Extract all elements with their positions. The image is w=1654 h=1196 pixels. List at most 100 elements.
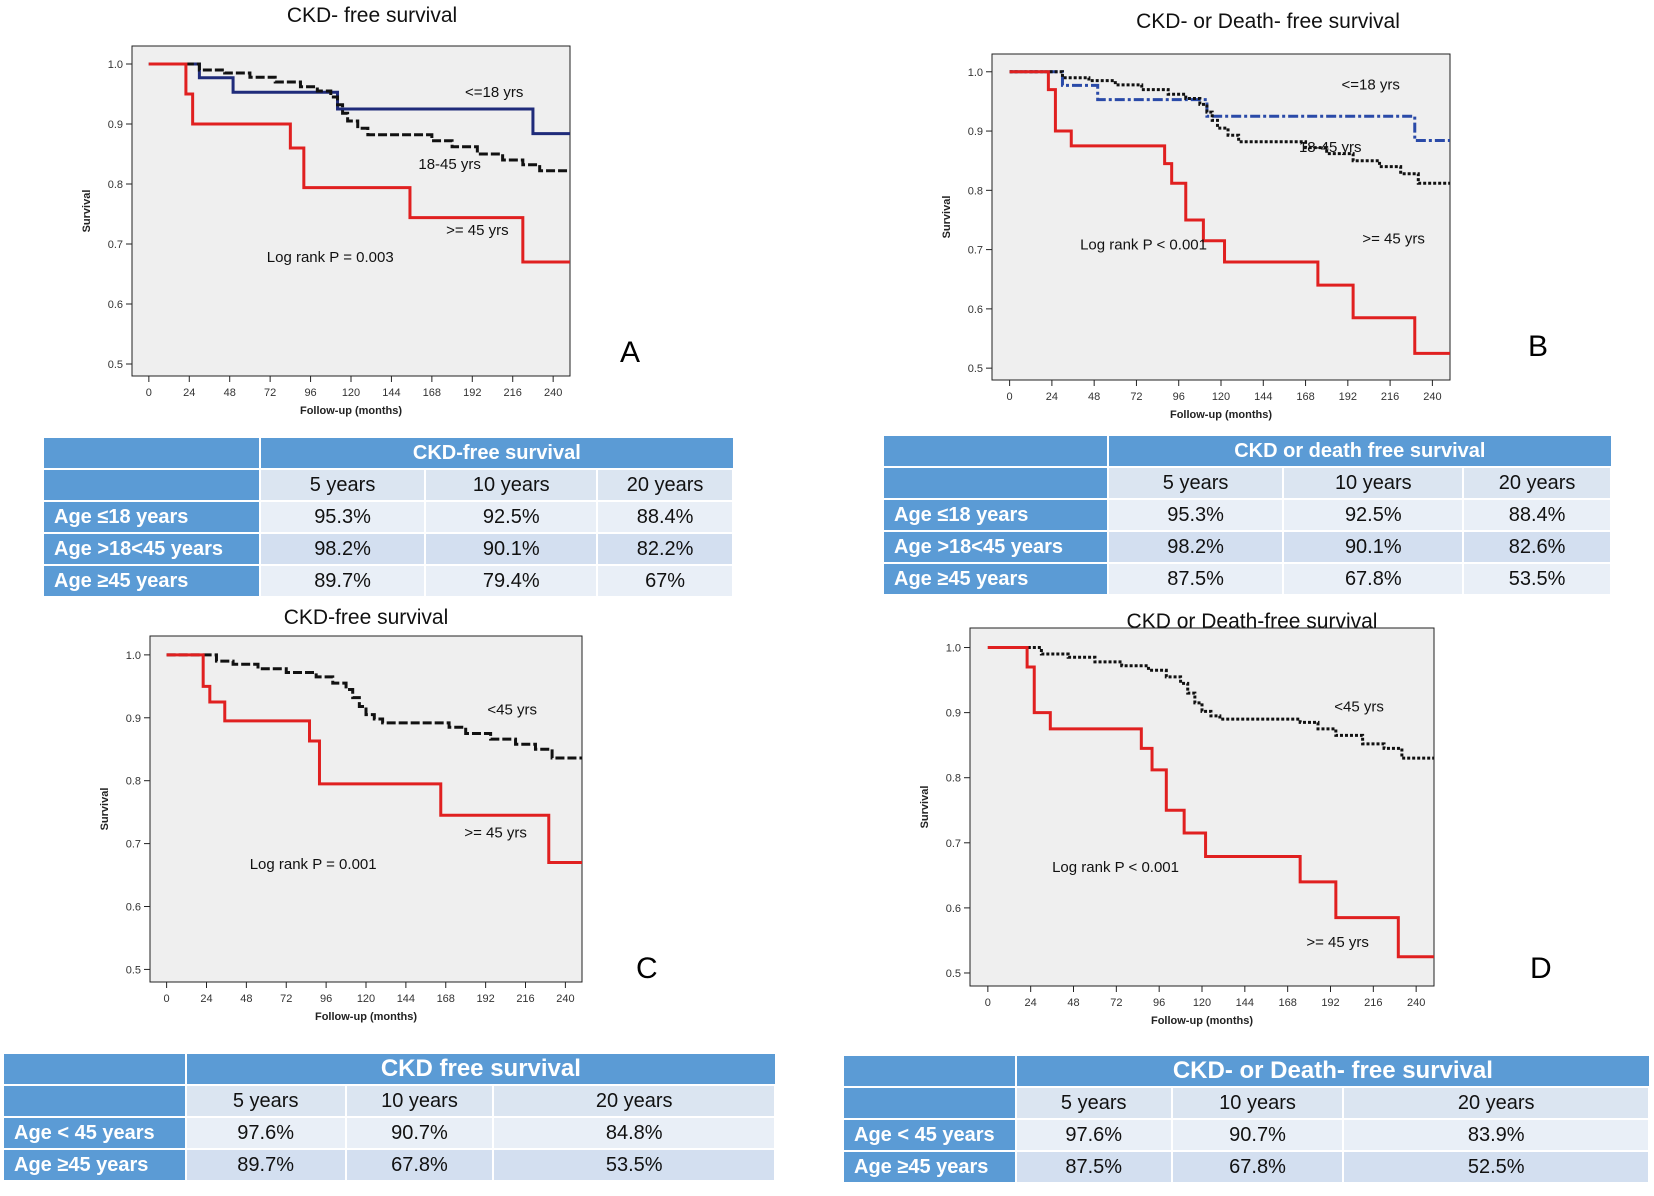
x-tick-label: 0 (164, 993, 170, 1005)
y-tick-label: 0.6 (108, 299, 123, 311)
table-cell: 84.8% (493, 1117, 776, 1150)
x-tick-label: 120 (1212, 391, 1230, 403)
y-tick-label: 0.5 (108, 359, 123, 371)
table-cell: 52.5% (1343, 1151, 1650, 1184)
survival-curve-45-yrs (987, 646, 1434, 959)
column-header: 5 years (259, 469, 427, 502)
y-tick-label: 0.8 (968, 185, 983, 197)
log-rank-annotation: Log rank P = 0.003 (267, 249, 394, 266)
table-cell: 98.2% (259, 533, 427, 566)
table-cell: 67% (597, 565, 734, 598)
table-title: CKD-free survival (259, 438, 733, 470)
survival-table-d: CKD- or Death- free survival 5 years 10 … (844, 1056, 1650, 1184)
y-tick-label: 1.0 (968, 67, 983, 79)
row-label: Age < 45 years (844, 1119, 1017, 1152)
y-tick-label: 0.8 (126, 776, 141, 788)
row-label: Age >18<45 years (44, 533, 261, 566)
table-cell: 89.7% (259, 565, 427, 598)
x-tick-label: 216 (1381, 391, 1399, 403)
table-cell: 92.5% (1283, 499, 1465, 532)
x-tick-label: 48 (224, 387, 236, 399)
table-corner (4, 1054, 187, 1086)
table-corner (844, 1056, 1017, 1088)
table-corner (4, 1085, 187, 1118)
table-cell: 90.1% (425, 533, 599, 566)
chart-d-title: CKD or Death-free survival (1126, 610, 1378, 633)
y-axis-title: Survival (81, 190, 93, 233)
column-header: 10 years (1171, 1087, 1345, 1120)
survival-curve-45-yrs (148, 62, 570, 264)
table-row: Age ≥45 years 87.5% 67.8% 53.5% (884, 563, 1612, 596)
x-tick-label: 48 (1067, 997, 1079, 1009)
log-rank-annotation: Log rank P < 0.001 (1080, 237, 1207, 254)
table-cell: 82.2% (597, 533, 734, 566)
table-row: Age ≥45 years 87.5% 67.8% 52.5% (844, 1151, 1650, 1184)
x-tick-label: 144 (1254, 391, 1272, 403)
curve-label: >= 45 yrs (1306, 934, 1369, 951)
x-tick-label: 216 (1364, 997, 1382, 1009)
x-tick-label: 0 (146, 387, 152, 399)
x-tick-label: 216 (504, 387, 522, 399)
y-tick-label: 0.8 (946, 773, 961, 785)
survival-curve-18-45-yrs (148, 62, 570, 173)
x-tick-label: 24 (1046, 391, 1058, 403)
chart-d: 0.5 0.6 0.7 0.8 0.9 1.0 0 24 48 72 96 120 144 168 192 2… (919, 627, 1435, 1027)
x-tick-label: 192 (1339, 391, 1357, 403)
y-axis-title: Survival (941, 196, 953, 239)
column-header: 20 years (493, 1085, 776, 1118)
y-tick-label: 0.9 (946, 708, 961, 720)
x-tick-label: 48 (1088, 391, 1100, 403)
survival-curve-45-yrs (987, 646, 1434, 760)
table-corner (884, 467, 1109, 500)
table-cell: 90.7% (345, 1117, 495, 1150)
column-header: 5 years (1015, 1087, 1173, 1120)
table-cell: 67.8% (1171, 1151, 1345, 1184)
y-tick-label: 0.7 (968, 245, 983, 257)
y-tick-label: 0.9 (126, 713, 141, 725)
table-cell: 53.5% (493, 1149, 776, 1182)
table-cell: 79.4% (425, 565, 599, 598)
x-tick-label: 144 (397, 993, 415, 1005)
y-axis-title: Survival (919, 786, 931, 829)
x-tick-label: 168 (423, 387, 441, 399)
x-tick-label: 192 (1321, 997, 1339, 1009)
table-cell: 88.4% (1463, 499, 1612, 532)
row-label: Age ≥45 years (4, 1149, 187, 1182)
x-tick-label: 96 (304, 387, 316, 399)
curve-label: <=18 yrs (465, 84, 523, 101)
table-row: Age ≥45 years 89.7% 79.4% 67% (44, 565, 734, 598)
curve-label: <=18 yrs (1342, 77, 1400, 94)
x-tick-label: 120 (342, 387, 360, 399)
x-tick-label: 72 (1130, 391, 1142, 403)
table-row: Age >18<45 years 98.2% 90.1% 82.2% (44, 533, 734, 566)
x-axis-title: Follow-up (months) (1151, 1015, 1253, 1027)
table-cell: 92.5% (425, 501, 599, 534)
x-tick-label: 72 (280, 993, 292, 1005)
chart-d-panel-label: D (1530, 952, 1552, 985)
x-tick-label: 120 (1193, 997, 1211, 1009)
table-corner (884, 436, 1109, 468)
survival-curve-45-yrs (166, 653, 582, 864)
curve-label: <45 yrs (487, 702, 537, 719)
x-tick-label: 192 (463, 387, 481, 399)
x-tick-label: 144 (1236, 997, 1254, 1009)
table-title: CKD- or Death- free survival (1015, 1056, 1649, 1088)
table-cell: 90.7% (1171, 1119, 1345, 1152)
log-rank-annotation: Log rank P = 0.001 (250, 856, 377, 873)
table-row: Age >18<45 years 98.2% 90.1% 82.6% (884, 531, 1612, 564)
table-cell: 88.4% (597, 501, 734, 534)
survival-table-b: CKD or death free survival 5 years 10 ye… (884, 436, 1612, 596)
row-label: Age >18<45 years (884, 531, 1109, 564)
x-axis-title: Follow-up (months) (1170, 409, 1272, 421)
column-header: 5 years (185, 1085, 347, 1118)
column-header: 10 years (425, 469, 599, 502)
x-tick-label: 0 (1007, 391, 1013, 403)
table-cell: 87.5% (1107, 563, 1285, 596)
curve-label: >= 45 yrs (1362, 231, 1425, 248)
x-tick-label: 168 (1296, 391, 1314, 403)
table-cell: 97.6% (185, 1117, 347, 1150)
x-tick-label: 240 (556, 993, 574, 1005)
survival-curve-18-45-yrs (1009, 70, 1450, 185)
x-tick-label: 96 (1153, 997, 1165, 1009)
y-tick-label: 0.6 (126, 902, 141, 914)
